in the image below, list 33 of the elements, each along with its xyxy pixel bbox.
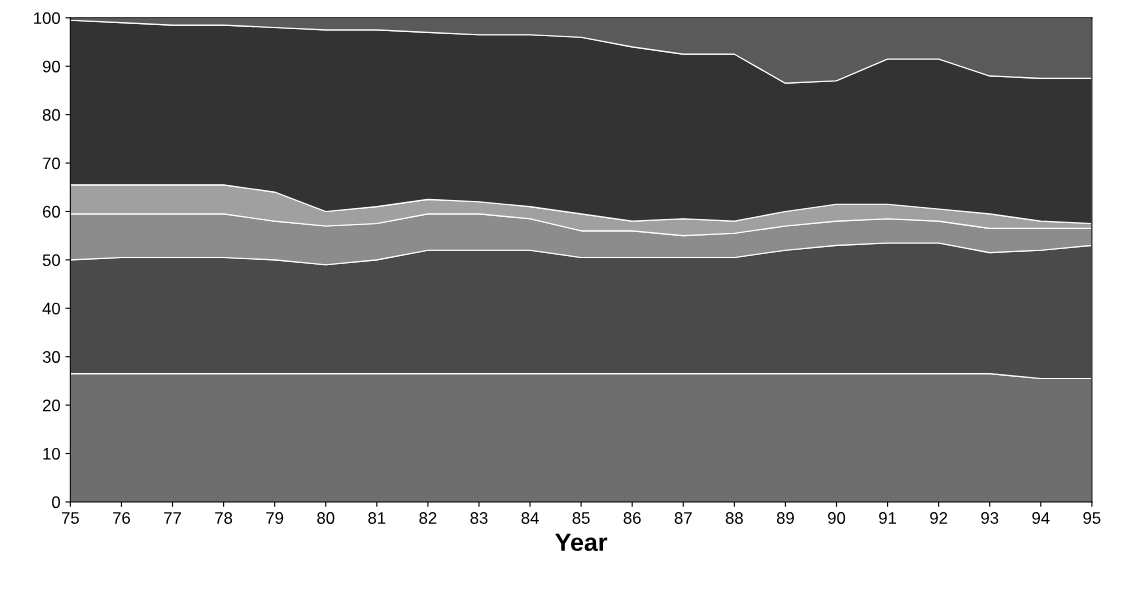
- x-tick-label: 78: [215, 512, 233, 524]
- x-tick-label: 90: [828, 512, 846, 524]
- x-tick-label: 82: [419, 512, 437, 524]
- x-tick-label: 77: [164, 512, 181, 524]
- x-tick-label: 80: [317, 512, 335, 524]
- x-tick-label: 87: [674, 512, 692, 524]
- y-tick-label: 40: [42, 302, 60, 315]
- y-tick-label: 50: [42, 254, 60, 267]
- x-tick-label: 84: [521, 512, 539, 524]
- y-tick-label: 0: [52, 496, 60, 509]
- x-tick-label: 93: [981, 512, 999, 524]
- y-tick-label: 70: [42, 157, 60, 170]
- x-tick-label: 79: [266, 512, 284, 524]
- x-axis-title: Year: [555, 533, 608, 552]
- y-tick-label: 10: [43, 447, 60, 460]
- y-tick-label: 60: [42, 205, 60, 218]
- y-tick-label: 90: [42, 60, 60, 73]
- x-tick-label: 86: [623, 512, 641, 524]
- x-tick-label: 76: [113, 512, 130, 524]
- x-tick-label: 92: [930, 512, 948, 524]
- y-tick-label: 80: [42, 109, 60, 121]
- x-tick-label: 95: [1083, 512, 1101, 524]
- y-tick-label: 100: [34, 12, 60, 25]
- x-tick-label: 91: [879, 512, 897, 524]
- x-tick-label: 94: [1032, 512, 1050, 524]
- x-tick-label: 81: [368, 512, 386, 524]
- y-tick-label: 20: [42, 399, 60, 412]
- x-tick-label: 89: [776, 512, 794, 524]
- x-tick-label: 88: [725, 512, 743, 524]
- x-tick-label: 85: [572, 512, 590, 524]
- x-tick-label: 75: [61, 512, 79, 524]
- y-tick-label: 30: [42, 351, 60, 363]
- x-tick-label: 83: [470, 512, 488, 524]
